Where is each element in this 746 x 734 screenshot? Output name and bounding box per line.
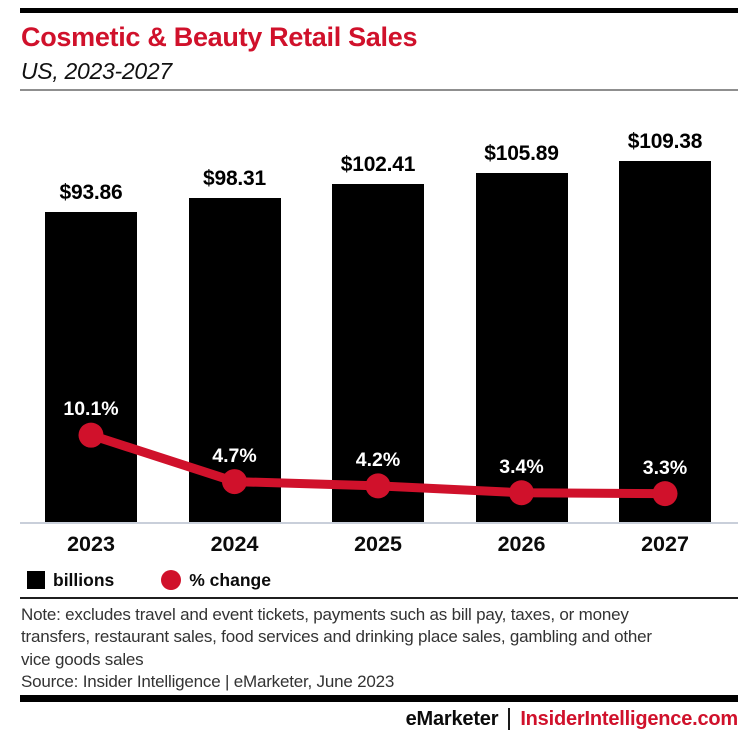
bar-value-2027: $109.38 [627,130,703,154]
bar-value-2024: $98.31 [202,166,267,190]
chart-note: Note: excludes travel and event tickets,… [21,604,727,671]
note-line-2: transfers, restaurant sales, food servic… [21,627,652,647]
chart-subtitle: US, 2023-2027 [21,58,172,84]
x-tick-2027: 2027 [641,532,689,556]
brand-emarketer: eMarketer [405,707,499,730]
x-tick-2025: 2025 [354,532,402,556]
footnote-divider [20,597,738,599]
bar-2023 [45,212,137,522]
line-dot-2027 [652,481,678,507]
legend-label-pct-change: % change [189,569,271,590]
bar-2027 [619,161,711,522]
line-dot-2026 [509,480,534,506]
note-line-1: Note: excludes travel and event tickets,… [21,605,629,624]
legend: billions % change [27,568,271,592]
line-dot-2024 [222,469,247,495]
pct-label-2023: 10.1% [63,398,119,421]
line-dot-2023 [78,422,104,448]
legend-label-billions: billions [53,569,115,590]
pct-label-2024: 4.7% [212,444,257,467]
pct-label-2026: 3.4% [499,455,544,478]
bottom-rule [20,695,738,702]
x-tick-2026: 2026 [497,532,546,556]
x-tick-2024: 2024 [210,532,259,556]
legend-swatch-billions [27,571,45,589]
x-tick-2023: 2023 [67,532,115,556]
bar-2026 [475,172,568,522]
brand-row: eMarketer InsiderIntelligence.com [406,707,738,731]
legend-swatch-pct-change [161,570,182,590]
bar-2025 [332,184,424,522]
chart-source: Source: Insider Intelligence | eMarketer… [21,672,395,691]
brand-divider [508,708,511,730]
note-line-3: vice goods sales [21,649,144,669]
pct-label-2027: 3.3% [642,456,688,479]
bar-value-2025: $102.41 [340,153,416,177]
pct-label-2025: 4.2% [355,448,401,471]
brand-insiderintelligence: InsiderIntelligence.com [520,707,738,730]
chart-title: Cosmetic & Beauty Retail Sales [21,22,418,52]
bar-value-2026: $105.89 [484,141,559,165]
top-rule [20,8,738,13]
line-dot-2025 [365,473,391,499]
bar-value-2023: $93.86 [59,181,123,205]
header-divider [20,89,738,91]
x-axis-line [20,522,738,524]
